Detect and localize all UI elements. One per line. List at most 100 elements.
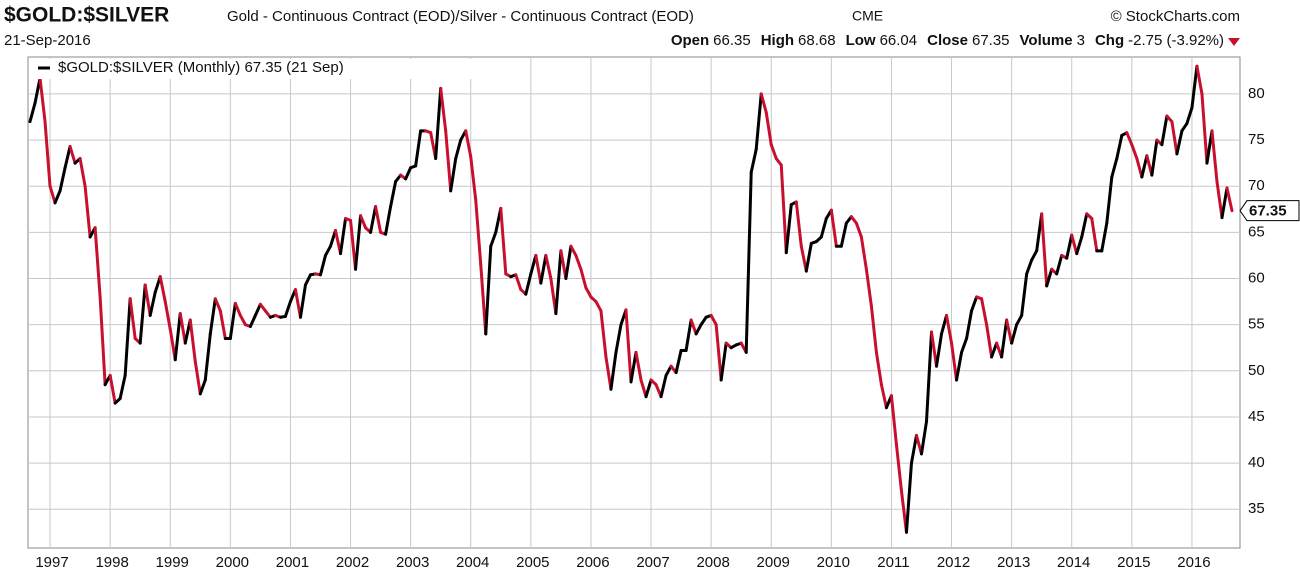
line-segment xyxy=(579,267,588,290)
line-segment xyxy=(629,350,638,384)
stat-value: -2.75 (-3.92%) xyxy=(1128,32,1224,49)
line-segment xyxy=(1140,154,1149,179)
line-segment xyxy=(1115,133,1124,161)
line-segment xyxy=(248,313,257,328)
line-segment xyxy=(1045,267,1054,288)
line-segment xyxy=(564,244,573,281)
legend: $GOLD:$SILVER (Monthly) 67.35 (21 Sep) xyxy=(58,59,344,76)
line-segment xyxy=(839,221,848,248)
line-segment xyxy=(1225,186,1234,213)
line-segment xyxy=(1150,138,1159,177)
y-tick-label: 50 xyxy=(1248,362,1265,379)
x-tick-label: 2011 xyxy=(877,554,909,571)
line-segment xyxy=(404,166,413,181)
stat-label: Volume xyxy=(1020,32,1073,49)
line-segment xyxy=(534,253,543,285)
line-segment xyxy=(188,318,197,364)
x-tick-label: 2008 xyxy=(696,554,729,571)
line-segment xyxy=(1015,313,1024,327)
stat-value: 67.35 xyxy=(972,32,1010,49)
line-segment xyxy=(869,304,878,354)
line-segment xyxy=(48,184,57,205)
date: 21-Sep-2016 xyxy=(4,32,91,49)
line-segment xyxy=(1005,318,1014,345)
line-segment xyxy=(764,110,773,147)
line-segment xyxy=(1055,253,1064,276)
line-segment xyxy=(218,309,227,340)
line-segment xyxy=(930,330,939,368)
line-segment xyxy=(1175,129,1184,156)
down-arrow xyxy=(1228,38,1240,46)
line-segment xyxy=(469,155,478,202)
line-segment xyxy=(1030,249,1039,262)
line-segment xyxy=(118,373,127,400)
line-segment xyxy=(879,383,888,410)
line-segment xyxy=(779,163,788,255)
line-segment xyxy=(769,143,778,161)
line-segment xyxy=(1160,114,1169,147)
y-tick-label: 55 xyxy=(1248,316,1265,333)
y-tick-label: 40 xyxy=(1248,454,1265,471)
line-segment xyxy=(829,208,838,248)
line-segment xyxy=(499,206,508,276)
x-tick-label: 1998 xyxy=(95,554,128,571)
line-segment xyxy=(554,249,563,316)
x-tick-label: 2002 xyxy=(336,554,369,571)
stat-label: Low xyxy=(846,32,876,49)
line-segment xyxy=(53,189,62,205)
line-segment xyxy=(970,295,979,313)
line-segment xyxy=(449,157,458,193)
line-segment xyxy=(108,373,117,405)
line-segment xyxy=(1220,186,1229,220)
line-segment xyxy=(569,244,578,257)
line-segment xyxy=(950,341,959,382)
line-segment xyxy=(859,235,868,271)
line-segment xyxy=(339,217,348,256)
line-segment xyxy=(674,348,683,375)
y-tick-label: 65 xyxy=(1248,223,1265,240)
line-segment xyxy=(1070,233,1079,256)
line-segment xyxy=(128,297,137,340)
line-segment xyxy=(639,378,648,399)
line-segment xyxy=(1190,64,1199,110)
line-segment xyxy=(454,138,463,161)
line-segment xyxy=(414,129,423,168)
line-segment xyxy=(1065,233,1074,260)
line-segment xyxy=(784,203,793,255)
x-tick-label: 1999 xyxy=(156,554,189,571)
line-segment xyxy=(198,378,207,396)
line-segment xyxy=(694,323,703,336)
line-segment xyxy=(293,288,302,319)
line-segment xyxy=(464,129,473,159)
line-segment xyxy=(594,300,603,313)
x-tick-label: 2010 xyxy=(817,554,850,571)
line-segment xyxy=(439,86,448,133)
line-segment xyxy=(193,360,202,396)
line-segment xyxy=(584,286,593,299)
line-segment xyxy=(213,297,222,313)
line-segment xyxy=(514,273,523,292)
line-segment xyxy=(238,313,247,327)
line-segment xyxy=(1195,64,1204,96)
line-segment xyxy=(909,433,918,465)
line-segment xyxy=(68,145,77,165)
x-tick-label: 2001 xyxy=(276,554,309,571)
line-segment xyxy=(1080,212,1089,239)
line-segment xyxy=(664,364,673,377)
line-segment xyxy=(960,336,969,354)
line-segment xyxy=(1105,175,1114,225)
line-segment xyxy=(253,302,262,317)
line-segment xyxy=(659,373,668,399)
line-segment xyxy=(1125,131,1134,147)
line-segment xyxy=(624,308,633,384)
symbol-title: $GOLD:$SILVER xyxy=(4,4,169,27)
line-segment xyxy=(1200,92,1209,165)
stats: Open 66.35 High 68.68 Low 66.04 Close 67.35 Volu… xyxy=(671,32,1224,49)
line-segment xyxy=(444,129,453,193)
line-segment xyxy=(599,309,608,359)
line-segment xyxy=(98,295,107,387)
stat-label: High xyxy=(761,32,794,49)
line-segment xyxy=(935,332,944,368)
x-tick-label: 2007 xyxy=(636,554,669,571)
